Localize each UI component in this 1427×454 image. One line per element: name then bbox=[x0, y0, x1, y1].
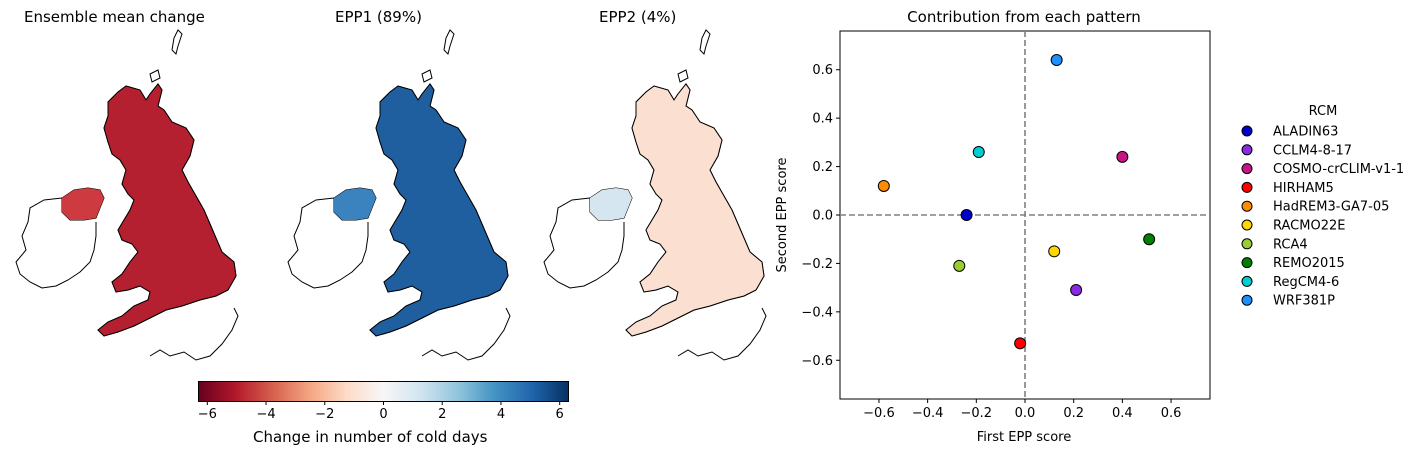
map-ensemble bbox=[15, 29, 239, 361]
ni-fill-0 bbox=[62, 188, 104, 220]
legend-label: HadREM3-GA7-05 bbox=[1273, 200, 1389, 215]
y-tick-label: 0.6 bbox=[812, 63, 833, 78]
scatter-chart: Contribution from each pattern −0.6 −0.4 −… bbox=[775, 8, 1404, 445]
colorbar-tick-label: 0 bbox=[379, 407, 388, 422]
point-rca4 bbox=[953, 259, 966, 272]
colorbar-tick-label: 4 bbox=[496, 407, 506, 422]
legend-marker bbox=[1241, 294, 1253, 306]
point-regcm4-6 bbox=[972, 146, 985, 159]
x-tick-label: 0.0 bbox=[1015, 406, 1036, 421]
point-cosmo-crclim-v1-1 bbox=[1116, 150, 1129, 163]
y-axis-label: Second EPP score bbox=[775, 158, 790, 273]
legend-marker bbox=[1241, 275, 1253, 287]
legend-marker bbox=[1241, 238, 1253, 250]
legend-label: REMO2015 bbox=[1273, 256, 1345, 271]
legend-marker bbox=[1241, 144, 1253, 156]
point-aladin63 bbox=[960, 209, 973, 221]
chart-title: Contribution from each pattern bbox=[907, 8, 1141, 26]
legend-label: RCA4 bbox=[1273, 237, 1308, 252]
map-title-ensemble: Ensemble mean change bbox=[24, 8, 205, 26]
legend-label: WRF381P bbox=[1273, 294, 1335, 309]
legend-label: ALADIN63 bbox=[1273, 125, 1338, 140]
map-epp1 bbox=[287, 29, 511, 361]
ni-fill-2 bbox=[590, 188, 632, 220]
map-epp2 bbox=[543, 29, 767, 361]
point-racmo22e bbox=[1048, 245, 1061, 258]
x-axis-label: First EPP score bbox=[977, 430, 1071, 445]
legend-label: COSMO-crCLIM-v1-1 bbox=[1273, 162, 1404, 177]
legend-marker bbox=[1241, 257, 1253, 269]
legend-marker bbox=[1241, 219, 1253, 231]
map-title-epp2: EPP2 (4%) bbox=[599, 8, 677, 26]
legend-label: HIRHAM5 bbox=[1273, 181, 1334, 196]
point-remo2015 bbox=[1143, 233, 1156, 246]
colorbar-tick-label: 2 bbox=[438, 407, 447, 422]
y-tick-label: 0.0 bbox=[812, 209, 833, 224]
x-tick-label: 0.2 bbox=[1063, 406, 1084, 421]
x-tick-label: 0.4 bbox=[1112, 406, 1133, 421]
map-title-epp1: EPP1 (89%) bbox=[335, 8, 422, 26]
gb-fill-0 bbox=[97, 83, 237, 337]
colorbar bbox=[198, 381, 569, 405]
point-hirham5 bbox=[1014, 337, 1027, 350]
y-tick-label: −0.6 bbox=[801, 354, 833, 369]
map-panels bbox=[15, 29, 767, 361]
colorbar-tick-label: 6 bbox=[555, 407, 564, 422]
legend-marker bbox=[1241, 163, 1253, 175]
legend-marker bbox=[1241, 125, 1253, 137]
y-tick-label: −0.4 bbox=[801, 305, 833, 320]
colorbar-tick-label: −6 bbox=[197, 407, 217, 422]
colorbar-label: Change in number of cold days bbox=[253, 428, 488, 446]
legend-label: CCLM4-8-17 bbox=[1273, 143, 1352, 158]
legend-marker bbox=[1241, 181, 1253, 193]
legend-label: RACMO22E bbox=[1273, 219, 1345, 234]
x-tick-label: −0.4 bbox=[912, 406, 944, 421]
y-tick-label: 0.4 bbox=[812, 112, 833, 127]
colorbar-tick-label: −4 bbox=[256, 407, 276, 422]
gb-fill-1 bbox=[369, 83, 509, 337]
point-cclm4-8-17 bbox=[1070, 284, 1083, 297]
y-tick-label: 0.2 bbox=[812, 160, 833, 175]
ni-fill-1 bbox=[334, 188, 376, 220]
gb-fill-2 bbox=[625, 83, 765, 337]
legend-marker bbox=[1241, 200, 1253, 212]
x-tick-label: 0.6 bbox=[1161, 406, 1182, 421]
legend-label: RegCM4-6 bbox=[1273, 275, 1339, 290]
point-wrf381p bbox=[1050, 54, 1063, 67]
legend: RCM ALADIN63 CCLM4-8-17 COSMO-crCLIM-v1-1 HI… bbox=[1241, 104, 1404, 309]
point-hadrem3-ga7-05 bbox=[877, 179, 890, 192]
x-tick-label: −0.6 bbox=[863, 406, 895, 421]
legend-title: RCM bbox=[1309, 104, 1338, 119]
colorbar-tick-label: −2 bbox=[315, 407, 335, 422]
y-tick-label: −0.2 bbox=[801, 257, 833, 272]
x-tick-label: −0.2 bbox=[961, 406, 993, 421]
